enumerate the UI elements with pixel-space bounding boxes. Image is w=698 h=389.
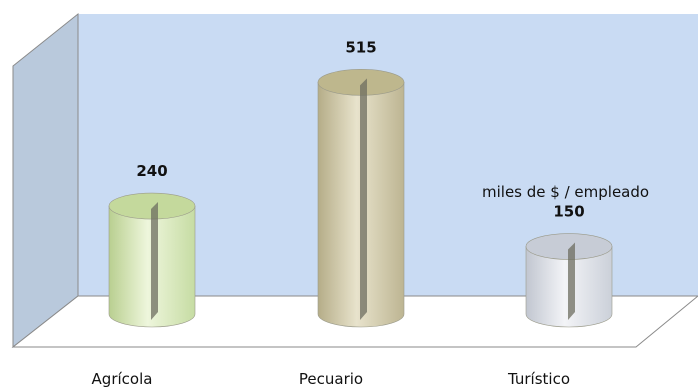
category-label-turistico: Turístico [507, 370, 570, 388]
bar-stripe [360, 78, 367, 320]
bars-group: 240 515 150 [108, 38, 613, 328]
value-label: 150 [553, 203, 584, 221]
plot-side-wall [12, 12, 79, 349]
category-labels: Agrícola Pecuario Turístico [92, 370, 570, 388]
value-label: 515 [345, 38, 376, 56]
bar-agricola: 240 [108, 162, 196, 328]
bar-stripe [568, 242, 575, 320]
bar-turistico: 150 [525, 203, 613, 328]
bar-pecuario: 515 [317, 38, 405, 328]
category-label-pecuario: Pecuario [299, 370, 363, 388]
bar-stripe [151, 202, 158, 320]
units-annotation: miles de $ / empleado [482, 183, 649, 201]
value-label: 240 [136, 162, 167, 180]
category-label-agricola: Agrícola [92, 370, 153, 388]
